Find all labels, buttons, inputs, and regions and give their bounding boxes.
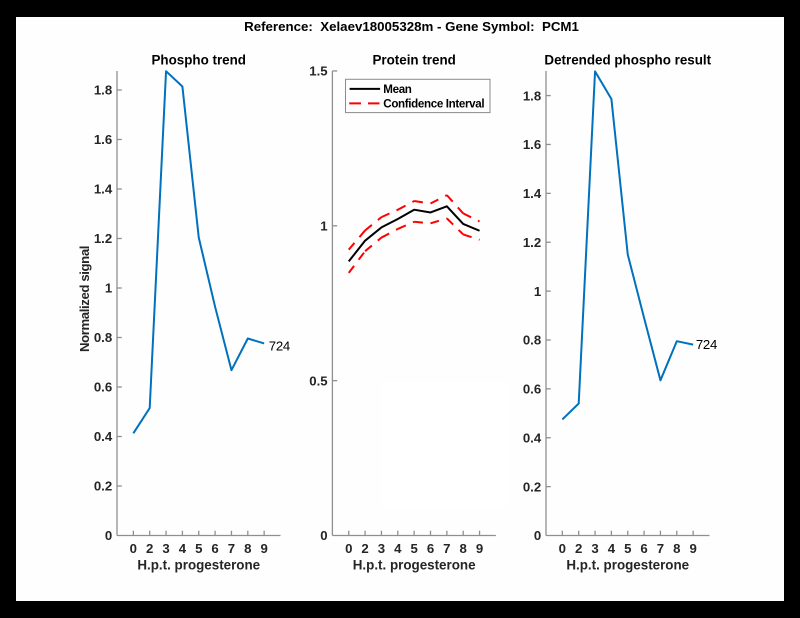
- svg-text:1.6: 1.6: [523, 137, 541, 152]
- svg-text:1.4: 1.4: [523, 186, 542, 201]
- svg-text:3: 3: [591, 541, 598, 556]
- svg-text:Confidence Interval: Confidence Interval: [383, 98, 484, 111]
- svg-text:0: 0: [130, 541, 137, 556]
- svg-text:0.4: 0.4: [94, 429, 113, 444]
- svg-text:9: 9: [476, 541, 483, 556]
- svg-text:0.4: 0.4: [523, 430, 542, 445]
- svg-text:1.8: 1.8: [523, 88, 541, 103]
- svg-text:2: 2: [361, 541, 368, 556]
- svg-text:1.6: 1.6: [94, 132, 112, 147]
- svg-text:1.5: 1.5: [309, 64, 327, 79]
- svg-text:H.p.t. progesterone: H.p.t. progesterone: [137, 557, 260, 572]
- svg-text:0.2: 0.2: [523, 479, 541, 494]
- svg-text:3: 3: [162, 541, 169, 556]
- svg-text:1: 1: [105, 281, 112, 296]
- svg-text:Protein trend: Protein trend: [372, 52, 455, 67]
- svg-text:Reference: Xelaev18005328m -: Reference: Xelaev18005328m - Gene Symbol…: [244, 19, 579, 34]
- svg-text:1: 1: [534, 284, 541, 299]
- svg-text:5: 5: [410, 541, 417, 556]
- svg-text:0.8: 0.8: [94, 330, 112, 345]
- svg-text:724: 724: [269, 338, 290, 353]
- svg-text:9: 9: [260, 541, 267, 556]
- svg-text:Detrended phospho result: Detrended phospho result: [544, 52, 711, 67]
- svg-text:2: 2: [146, 541, 153, 556]
- svg-text:1.2: 1.2: [523, 235, 541, 250]
- svg-text:0: 0: [534, 528, 541, 543]
- svg-text:4: 4: [394, 541, 402, 556]
- svg-text:724: 724: [696, 337, 717, 352]
- svg-text:3: 3: [378, 541, 385, 556]
- svg-text:0: 0: [559, 541, 566, 556]
- svg-text:8: 8: [244, 541, 251, 556]
- svg-text:1.4: 1.4: [94, 182, 113, 197]
- svg-text:6: 6: [427, 541, 434, 556]
- svg-text:2: 2: [575, 541, 582, 556]
- svg-text:6: 6: [211, 541, 218, 556]
- svg-text:Normalized signal: Normalized signal: [77, 246, 92, 352]
- svg-text:0.6: 0.6: [94, 380, 112, 395]
- svg-text:8: 8: [460, 541, 467, 556]
- svg-text:0: 0: [105, 528, 112, 543]
- svg-text:7: 7: [228, 541, 235, 556]
- svg-text:1.2: 1.2: [94, 231, 112, 246]
- svg-text:Phospho trend: Phospho trend: [152, 52, 246, 67]
- svg-text:0: 0: [320, 528, 327, 543]
- svg-text:4: 4: [179, 541, 187, 556]
- svg-text:6: 6: [640, 541, 647, 556]
- svg-text:0.6: 0.6: [523, 382, 541, 397]
- svg-text:0: 0: [345, 541, 352, 556]
- svg-text:7: 7: [443, 541, 450, 556]
- svg-text:1: 1: [320, 219, 327, 234]
- svg-text:1.8: 1.8: [94, 83, 112, 98]
- svg-text:0.5: 0.5: [309, 373, 327, 388]
- svg-text:8: 8: [673, 541, 680, 556]
- svg-text:5: 5: [195, 541, 202, 556]
- svg-text:0.8: 0.8: [523, 333, 541, 348]
- svg-text:7: 7: [657, 541, 664, 556]
- svg-text:H.p.t. progesterone: H.p.t. progesterone: [353, 557, 476, 572]
- svg-text:H.p.t. progesterone: H.p.t. progesterone: [566, 557, 689, 572]
- svg-text:4: 4: [608, 541, 616, 556]
- svg-text:0.2: 0.2: [94, 479, 112, 494]
- svg-text:5: 5: [624, 541, 631, 556]
- svg-text:9: 9: [689, 541, 696, 556]
- svg-text:Mean: Mean: [383, 83, 412, 96]
